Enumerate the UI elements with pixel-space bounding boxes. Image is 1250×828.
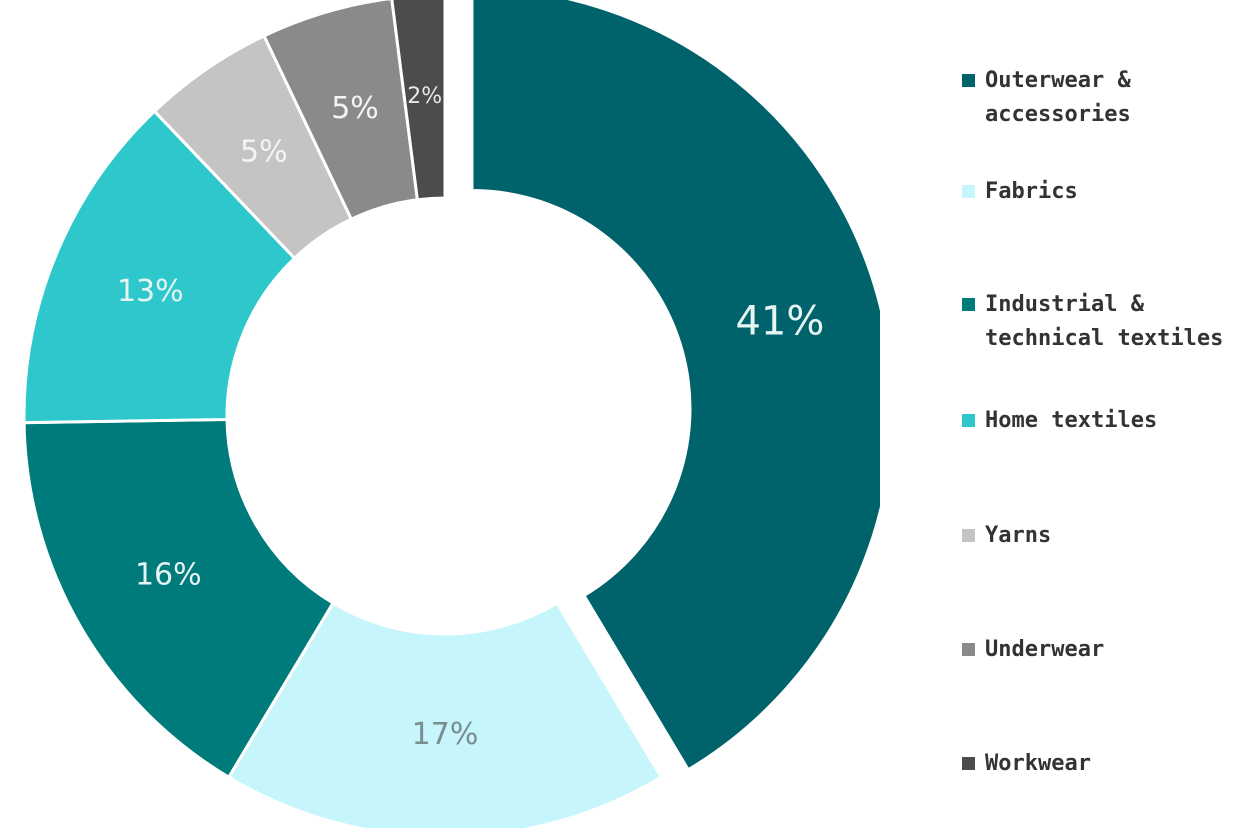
legend-label-industrial: Industrial & technical textiles (985, 292, 1224, 351)
legend-item-outerwear: Outerwear & accessories (962, 64, 1131, 132)
legend-label-underwear: Underwear (985, 637, 1105, 662)
slice-label-home-textiles: 13% (117, 274, 184, 309)
slice-outerwear (470, 0, 880, 772)
legend-swatch-home-textiles (962, 414, 975, 427)
slice-industrial (22, 417, 336, 780)
slice-fabrics (226, 600, 664, 828)
legend-swatch-outerwear (962, 74, 975, 87)
donut-chart: 41% 17% 16% 13% 5% 5% 2% (22, 0, 880, 828)
legend-label-home-textiles: Home textiles (985, 408, 1158, 433)
legend-item-workwear: Workwear (962, 747, 1091, 781)
slice-label-underwear: 5% (331, 91, 379, 126)
legend-item-fabrics: Fabrics (962, 175, 1078, 209)
legend-swatch-underwear (962, 643, 975, 656)
legend-label-fabrics: Fabrics (985, 179, 1078, 204)
legend-item-industrial: Industrial & technical textiles (962, 288, 1223, 356)
slice-label-fabrics: 17% (412, 717, 479, 752)
legend-swatch-fabrics (962, 185, 975, 198)
chart-legend: Outerwear & accessories Fabrics Industri… (962, 0, 1250, 828)
slice-workwear (390, 0, 447, 202)
legend-item-underwear: Underwear (962, 633, 1104, 667)
legend-label-yarns: Yarns (985, 523, 1052, 548)
legend-swatch-industrial (962, 298, 975, 311)
slice-underwear (262, 0, 420, 222)
legend-label-outerwear: Outerwear & accessories (985, 68, 1131, 127)
legend-swatch-yarns (962, 529, 975, 542)
legend-swatch-workwear (962, 757, 975, 770)
legend-item-yarns: Yarns (962, 519, 1051, 553)
legend-item-home-textiles: Home textiles (962, 404, 1157, 438)
slice-label-yarns: 5% (240, 134, 288, 169)
slice-label-outerwear: 41% (735, 298, 824, 344)
slice-label-workwear: 2% (407, 84, 442, 109)
slice-label-industrial: 16% (135, 557, 202, 592)
legend-label-workwear: Workwear (985, 751, 1091, 776)
